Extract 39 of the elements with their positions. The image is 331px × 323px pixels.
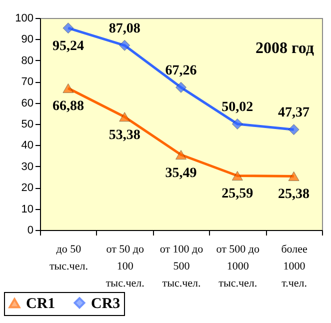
point	[176, 150, 186, 160]
y-tick-label: 0	[27, 224, 34, 236]
point	[288, 172, 300, 181]
x-tick-label: от 50 до 100 тыс.чел.	[106, 244, 145, 290]
point	[62, 22, 74, 34]
legend-label: CR1	[26, 296, 56, 312]
point	[232, 118, 243, 130]
y-tick-label: 100	[15, 12, 34, 24]
y-tick-label: 60	[21, 97, 34, 110]
data-label: 53,38	[108, 128, 140, 143]
x-tick-label: от 100 до 500 тыс.чел.	[160, 244, 204, 290]
y-tick-label: 90	[21, 34, 34, 46]
data-label: 35,49	[165, 166, 197, 181]
data-label: 87,08	[108, 21, 140, 36]
annotation: 2008 год	[256, 40, 314, 57]
point	[119, 112, 130, 122]
y-tick-label: 20	[21, 182, 34, 194]
data-label: 66,88	[52, 99, 84, 114]
data-label: 25,59	[222, 186, 254, 202]
y-tick-label: 40	[21, 140, 34, 152]
y-tick-label: 80	[21, 54, 34, 67]
data-label: 95,24	[52, 39, 84, 54]
data-label: 25,38	[278, 187, 310, 202]
point	[62, 84, 74, 93]
data-label: 67,26	[165, 63, 197, 78]
point	[119, 40, 130, 51]
data-label: 50,02	[222, 100, 254, 115]
point	[288, 124, 300, 135]
x-tick-label: более 1000 т.чел.	[281, 244, 308, 290]
point	[176, 82, 186, 93]
point	[232, 171, 243, 180]
y-tick-label: 50	[21, 118, 34, 130]
y-tick-label: 70	[21, 76, 34, 88]
legend-label: CR3	[91, 296, 120, 312]
y-tick-label: 10	[21, 203, 34, 216]
x-tick-label: от 500 до 1000 тыс.чел.	[216, 244, 260, 290]
data-label: 47,37	[278, 106, 310, 121]
y-tick-label: 30	[21, 160, 34, 173]
x-tick-label: до 50 тыс.чел.	[49, 244, 88, 272]
